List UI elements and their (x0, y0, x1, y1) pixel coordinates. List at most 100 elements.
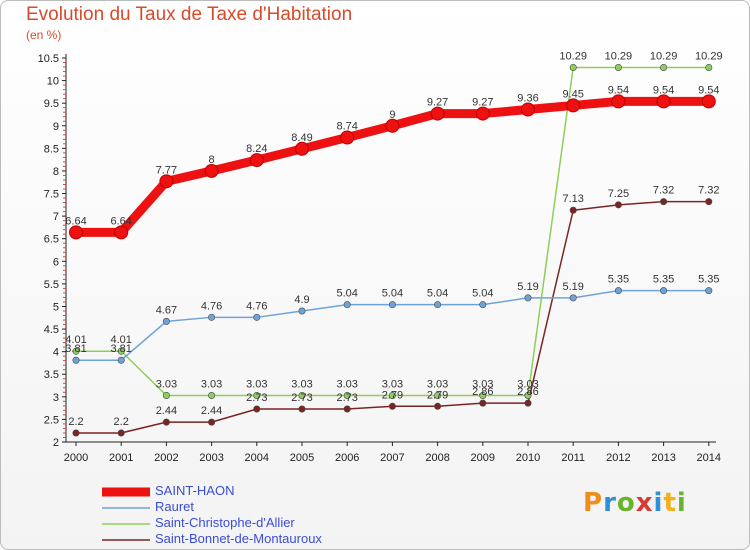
data-label-rauret: 5.19 (562, 281, 583, 293)
data-label-saint-haon: 9.27 (427, 97, 448, 109)
data-point-rauret (524, 294, 532, 302)
data-label-saint-haon: 7.77 (156, 164, 177, 176)
data-label-rauret: 5.04 (427, 288, 448, 300)
data-point-saint-haon (611, 94, 626, 109)
y-tick-label: 10 (47, 76, 59, 88)
data-point-saint-christophe-d-allier (253, 391, 261, 399)
y-tick-label: 7 (53, 211, 59, 223)
data-point-saint-bonnet-de-montauroux (208, 418, 216, 426)
data-point-rauret (705, 287, 713, 295)
chart-title: Evolution du Taux de Taxe d'Habitation (26, 4, 353, 25)
data-label-saint-haon: 9.36 (517, 93, 538, 105)
data-label-rauret: 4.67 (156, 304, 177, 316)
data-point-saint-christophe-d-allier (72, 347, 80, 355)
data-point-saint-christophe-d-allier (524, 391, 532, 399)
data-label-rauret: 5.19 (517, 281, 538, 293)
data-point-saint-haon (114, 225, 129, 240)
x-tick-label: 2010 (516, 452, 540, 464)
data-label-saint-christophe-d-allier: 3.03 (156, 378, 177, 390)
x-tick-label: 2004 (245, 452, 269, 464)
data-point-saint-haon (159, 174, 174, 189)
data-point-saint-haon (566, 98, 581, 113)
y-tick-label: 4.5 (44, 324, 59, 336)
data-label-saint-christophe-d-allier: 3.03 (382, 378, 403, 390)
data-label-saint-bonnet-de-montauroux: 2.2 (114, 416, 129, 428)
x-tick-label: 2002 (154, 452, 178, 464)
data-label-saint-bonnet-de-montauroux: 2.2 (68, 416, 83, 428)
x-tick-label: 2003 (199, 452, 223, 464)
data-point-saint-bonnet-de-montauroux (614, 201, 622, 209)
data-point-saint-christophe-d-allier (388, 391, 396, 399)
data-label-saint-christophe-d-allier: 3.03 (246, 378, 267, 390)
y-tick-label: 9 (53, 121, 59, 133)
data-label-saint-bonnet-de-montauroux: 2.86 (517, 386, 538, 398)
data-point-saint-bonnet-de-montauroux (162, 418, 170, 426)
data-point-saint-bonnet-de-montauroux (569, 206, 577, 214)
x-tick-label: 2001 (109, 452, 133, 464)
data-point-saint-bonnet-de-montauroux (524, 399, 532, 407)
data-label-rauret: 5.04 (472, 288, 493, 300)
data-label-saint-haon: 9.54 (698, 84, 719, 96)
data-label-saint-bonnet-de-montauroux: 2.73 (246, 392, 267, 404)
x-tick-label: 2013 (651, 452, 675, 464)
data-point-saint-christophe-d-allier (660, 63, 668, 71)
data-label-saint-bonnet-de-montauroux: 2.86 (472, 386, 493, 398)
legend-label-saint-christophe: Saint-Christophe-d'Allier (155, 515, 295, 530)
data-point-saint-christophe-d-allier (343, 391, 351, 399)
legend-label-saint-bonnet: Saint-Bonnet-de-Montauroux (155, 531, 322, 546)
data-point-saint-christophe-d-allier (162, 391, 170, 399)
data-label-rauret: 5.04 (336, 288, 357, 300)
x-tick-label: 2006 (335, 452, 359, 464)
data-point-rauret (253, 313, 261, 321)
data-point-saint-haon (475, 106, 490, 121)
data-label-saint-haon: 8.24 (246, 143, 267, 155)
y-tick-label: 8 (53, 166, 59, 178)
data-label-saint-bonnet-de-montauroux: 2.79 (382, 389, 403, 401)
data-point-saint-bonnet-de-montauroux (72, 429, 80, 437)
data-point-saint-bonnet-de-montauroux (388, 402, 396, 410)
data-point-rauret (208, 313, 216, 321)
data-point-saint-christophe-d-allier (208, 391, 216, 399)
data-label-saint-haon: 8 (209, 154, 215, 166)
data-label-saint-bonnet-de-montauroux: 2.73 (336, 392, 357, 404)
data-point-saint-haon (204, 163, 219, 178)
x-tick-label: 2005 (290, 452, 314, 464)
legend-swatch-saint-haon (102, 487, 150, 497)
data-point-saint-christophe-d-allier (298, 391, 306, 399)
x-tick-label: 2000 (64, 452, 88, 464)
data-point-saint-christophe-d-allier (569, 63, 577, 71)
y-tick-label: 6.5 (44, 234, 59, 246)
data-point-saint-christophe-d-allier (117, 347, 125, 355)
data-label-saint-haon: 8.74 (336, 121, 357, 133)
data-point-saint-haon (295, 141, 309, 156)
data-label-saint-haon: 6.64 (65, 215, 86, 227)
data-label-saint-bonnet-de-montauroux: 2.79 (427, 389, 448, 401)
data-point-saint-haon (656, 94, 671, 109)
data-label-saint-christophe-d-allier: 3.03 (427, 378, 448, 390)
data-point-saint-haon (69, 225, 83, 240)
data-label-saint-bonnet-de-montauroux: 2.44 (201, 405, 222, 417)
data-label-saint-bonnet-de-montauroux: 7.32 (653, 185, 674, 197)
data-label-saint-christophe-d-allier: 3.03 (201, 378, 222, 390)
y-tick-label: 4 (53, 347, 59, 359)
data-label-saint-haon: 6.64 (110, 215, 131, 227)
data-point-saint-bonnet-de-montauroux (434, 402, 442, 410)
data-label-saint-christophe-d-allier: 4.01 (110, 334, 131, 346)
x-tick-label: 2008 (425, 452, 449, 464)
data-label-saint-christophe-d-allier: 3.03 (336, 378, 357, 390)
data-label-saint-haon: 9 (389, 109, 395, 121)
data-label-saint-bonnet-de-montauroux: 2.44 (156, 405, 177, 417)
x-tick-label: 2014 (697, 452, 721, 464)
data-label-saint-christophe-d-allier: 3.03 (472, 378, 493, 390)
data-label-saint-haon: 8.49 (291, 132, 312, 144)
data-point-rauret (388, 301, 396, 309)
data-label-saint-haon: 9.54 (653, 84, 674, 96)
data-label-rauret: 3.81 (65, 343, 86, 355)
data-label-rauret: 4.76 (246, 300, 267, 312)
data-point-saint-christophe-d-allier (614, 63, 622, 71)
data-point-rauret (298, 307, 306, 315)
data-point-rauret (343, 301, 351, 309)
x-tick-label: 2007 (380, 452, 404, 464)
legend-label-rauret: Rauret (155, 499, 195, 514)
